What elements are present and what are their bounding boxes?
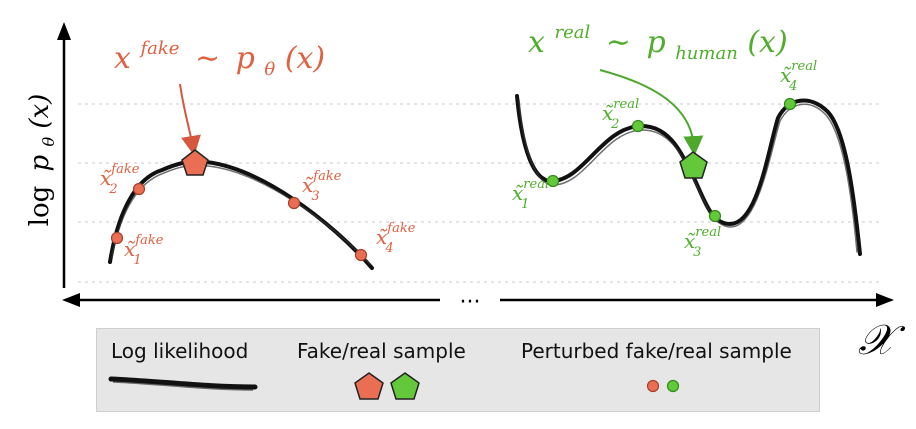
fake-perturbed-point-1 — [110, 231, 124, 245]
fake-perturbed-label-4: x̃fake 4 — [376, 221, 416, 256]
real-perturbed-points — [546, 97, 797, 223]
real-perturbed-point-1 — [546, 174, 560, 188]
real-title-arrow — [599, 69, 704, 156]
x-axis-ellipsis: ··· — [460, 290, 481, 315]
real-perturbed-label-1: x̃real 1 — [512, 177, 549, 212]
y-axis-label: log p θ (x) — [25, 94, 61, 227]
svg-text:log p θ (x): log p θ (x) — [25, 94, 61, 227]
legend-log-likelihood-stroke — [108, 376, 258, 390]
fake-perturbed-label-2: x̃fake 2 — [100, 162, 140, 197]
fake-distribution-title: x fake ∼ p θ (x) — [114, 27, 325, 83]
fake-perturbed-label-1: x̃fake 1 — [124, 233, 164, 268]
real-perturbed-point-3 — [708, 209, 722, 223]
legend-real-pentagon — [390, 372, 420, 400]
real-perturbed-label-2: x̃real 2 — [602, 97, 639, 132]
legend-real-dot — [666, 379, 680, 393]
real-perturbed-label-3: x̃real 3 — [684, 225, 721, 260]
real-perturbed-label-4: x̃real 4 — [780, 59, 817, 94]
x-axis-label: 𝒳 — [858, 315, 906, 364]
fake-perturbed-point-2 — [132, 182, 146, 196]
legend-symbols — [108, 372, 680, 400]
fake-sample-pentagon — [181, 149, 209, 176]
x-axis — [62, 293, 894, 307]
fake-perturbed-points — [110, 182, 368, 262]
legend-sample-label: Fake/real sample — [297, 339, 466, 363]
legend-log-likelihood-label: Log likelihood — [111, 339, 249, 363]
real-distribution-title: x real ∼ p human (x) — [528, 11, 788, 67]
y-axis — [57, 22, 71, 288]
legend-fake-dot — [646, 379, 660, 393]
real-perturbed-point-2 — [631, 119, 645, 133]
fake-perturbed-point-4 — [354, 248, 368, 262]
fake-title-arrow — [179, 83, 201, 156]
legend: Log likelihood Fake/real sample Perturbe… — [96, 328, 820, 412]
real-perturbed-point-4 — [783, 97, 797, 111]
fake-perturbed-point-3 — [287, 196, 301, 210]
legend-perturbed-label: Perturbed fake/real sample — [521, 339, 792, 363]
legend-fake-pentagon — [354, 372, 384, 400]
real-sample-pentagon — [679, 151, 708, 179]
fake-perturbed-label-3: x̃fake 3 — [302, 169, 342, 204]
